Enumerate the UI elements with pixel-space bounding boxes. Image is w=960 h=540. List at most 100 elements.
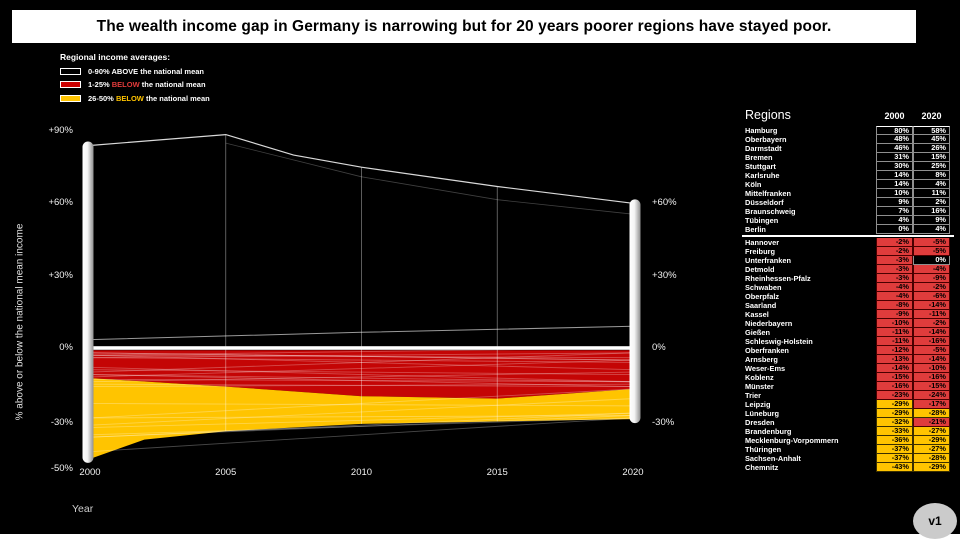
region-name: Chemnitz xyxy=(745,463,779,472)
x-axis-tick: 2000 xyxy=(79,467,101,478)
y-axis-title: % above or below the national mean incom… xyxy=(14,223,26,421)
table-row: Rheinhessen-Pfalz -3% -9% xyxy=(745,274,950,283)
above-below-divider xyxy=(742,235,954,237)
region-name: Leipzig xyxy=(745,400,771,409)
regions-header-label: Regions xyxy=(745,108,791,122)
legend-suffix: the national mean xyxy=(139,80,206,89)
table-row: Kassel -9% -11% xyxy=(745,310,950,319)
legend-range: 1-25% xyxy=(88,80,112,89)
legend-label: 1-25% BELOW the national mean xyxy=(88,80,206,89)
region-name: Thüringen xyxy=(745,445,782,454)
value-2020: -14% xyxy=(913,328,950,337)
region-trajectory-line xyxy=(89,398,634,426)
region-trajectory-line xyxy=(89,352,634,373)
value-2020: -14% xyxy=(913,355,950,364)
table-row: Hannover -2% -5% xyxy=(745,238,950,247)
value-2000: -2% xyxy=(876,238,913,247)
value-2020: -5% xyxy=(913,247,950,256)
region-name: Detmold xyxy=(745,265,775,274)
table-row: Koblenz -15% -16% xyxy=(745,373,950,382)
region-name: Unterfranken xyxy=(745,256,791,265)
value-2000: -13% xyxy=(876,355,913,364)
zero-baseline xyxy=(90,346,633,350)
value-2020: 45% xyxy=(913,135,950,144)
legend-suffix: the national mean xyxy=(143,93,210,103)
value-2020: -21% xyxy=(913,418,950,427)
region-trajectory-line xyxy=(89,354,634,359)
value-2020: -27% xyxy=(913,445,950,454)
table-row: Darmstadt 46% 26% xyxy=(745,144,950,153)
value-2020: -29% xyxy=(913,436,950,445)
value-2020: 25% xyxy=(913,162,950,171)
region-name: Mecklenburg-Vorpommern xyxy=(745,436,839,445)
region-name: Darmstadt xyxy=(745,144,782,153)
legend-range: 0-90% xyxy=(88,66,112,76)
value-2000: -37% xyxy=(876,454,913,463)
region-name: Oberpfalz xyxy=(745,292,780,301)
region-trajectory-line xyxy=(89,378,634,383)
legend: Regional income averages: 0-90% ABOVE th… xyxy=(60,52,210,108)
region-name: Kassel xyxy=(745,310,769,319)
region-trajectory-line xyxy=(89,352,634,361)
value-2000: 10% xyxy=(876,189,913,198)
value-2000: -36% xyxy=(876,436,913,445)
pole-2000 xyxy=(82,141,94,463)
column-header-2020: 2020 xyxy=(921,111,942,121)
table-row: Lüneburg -29% -28% xyxy=(745,409,950,418)
region-name: Köln xyxy=(745,180,762,189)
table-row: Stuttgart 30% 25% xyxy=(745,162,950,171)
region-name: Münster xyxy=(745,382,774,391)
table-row: Mittelfranken 10% 11% xyxy=(745,189,950,198)
value-2020: -11% xyxy=(913,310,950,319)
band-26-50-below xyxy=(90,378,633,459)
y-axis-tick-right: -30% xyxy=(652,416,675,428)
region-name: Trier xyxy=(745,391,762,400)
value-2020: -28% xyxy=(913,454,950,463)
y-axis-tick-right: +30% xyxy=(652,269,677,281)
region-name: Lüneburg xyxy=(745,409,780,418)
value-2000: 14% xyxy=(876,171,913,180)
region-trajectory-line xyxy=(89,417,634,436)
y-axis-tick-left: +60% xyxy=(48,197,73,209)
value-2000: 30% xyxy=(876,162,913,171)
value-2000: 0% xyxy=(876,225,913,234)
region-name: Schleswig-Holstein xyxy=(745,337,813,346)
region-name: Mittelfranken xyxy=(745,189,791,198)
value-2000: -2% xyxy=(876,247,913,256)
y-axis-tick-right: +60% xyxy=(652,197,677,209)
table-row: Mecklenburg-Vorpommern -36% -29% xyxy=(745,436,950,445)
region-name: Koblenz xyxy=(745,373,774,382)
legend-keyword: ABOVE xyxy=(111,66,139,76)
legend-label: 26-50% BELOW the national mean xyxy=(88,94,210,103)
value-2000: -8% xyxy=(876,301,913,310)
value-2000: -29% xyxy=(876,409,913,418)
region-trajectory-line xyxy=(89,415,634,419)
region-name: Schwaben xyxy=(745,283,782,292)
value-2020: -9% xyxy=(913,274,950,283)
value-2000: 7% xyxy=(876,207,913,216)
legend-heading: Regional income averages: xyxy=(60,52,171,62)
value-2000: -3% xyxy=(876,274,913,283)
band-1-25-below xyxy=(90,350,633,399)
x-axis-tick: 2005 xyxy=(215,467,237,478)
table-row: Niederbayern -10% -2% xyxy=(745,319,950,328)
value-2020: 26% xyxy=(913,144,950,153)
interior-line xyxy=(89,325,634,341)
table-row: Brandenburg -33% -27% xyxy=(745,427,950,436)
region-trajectory-line xyxy=(89,415,634,438)
region-trajectory-line xyxy=(89,359,634,378)
value-2020: -2% xyxy=(913,319,950,328)
value-2020: -16% xyxy=(913,373,950,382)
y-axis-tick-left: +30% xyxy=(48,269,73,281)
value-2020: -4% xyxy=(913,265,950,274)
table-row: Gießen -11% -14% xyxy=(745,328,950,337)
title-bar: The wealth income gap in Germany is narr… xyxy=(10,8,918,45)
table-row: Freiburg -2% -5% xyxy=(745,247,950,256)
legend-suffix: the national mean xyxy=(138,66,205,76)
region-name: Bremen xyxy=(745,153,773,162)
table-row: Braunschweig 7% 16% xyxy=(745,207,950,216)
table-row: Leipzig -29% -17% xyxy=(745,400,950,409)
y-axis-tick-left: +90% xyxy=(48,125,73,136)
